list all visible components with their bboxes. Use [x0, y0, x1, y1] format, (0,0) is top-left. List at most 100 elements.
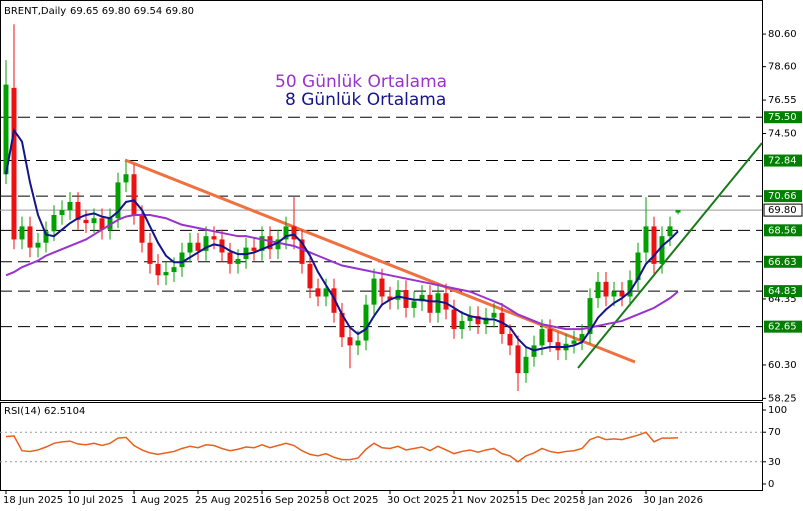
- candle-body: [579, 333, 585, 341]
- candle-body: [355, 340, 361, 346]
- candle-body: [179, 252, 185, 268]
- candle-body: [539, 329, 545, 346]
- candle-body: [507, 333, 513, 346]
- candle-body: [291, 226, 297, 240]
- candle-body: [19, 226, 25, 240]
- candle-body: [123, 174, 129, 183]
- last-price-label: 69.80: [768, 205, 797, 216]
- candle-body: [115, 182, 121, 219]
- candle-body: [171, 267, 177, 273]
- candle-body: [139, 214, 145, 243]
- candle-body: [451, 309, 457, 330]
- candle-body: [627, 280, 633, 297]
- candle-body: [411, 301, 417, 308]
- candle-body: [35, 242, 41, 248]
- candle-body: [363, 304, 369, 341]
- x-tick-label: 25 Aug 2025: [195, 495, 259, 506]
- candle-body: [155, 263, 161, 276]
- candle-body: [283, 226, 289, 240]
- y-tick-label: 60.30: [768, 360, 797, 371]
- y-tick-label: 58.25: [768, 393, 797, 404]
- candle-body: [331, 288, 337, 313]
- candle-body: [483, 317, 489, 325]
- legend-label: 50 Günlük Ortalama: [275, 72, 447, 92]
- y-tick-label: 80.60: [768, 29, 797, 40]
- candle-body: [75, 201, 81, 220]
- rsi-title: RSI(14) 62.5104: [4, 406, 85, 417]
- level-label: 70.66: [768, 191, 797, 202]
- candle-body: [3, 84, 9, 175]
- y-tick-label: 0: [768, 479, 774, 490]
- candle-body: [435, 293, 441, 313]
- candle-body: [467, 316, 473, 321]
- candle-body: [347, 337, 353, 346]
- level-label: 72.84: [768, 156, 797, 167]
- levels-layer: 80.60 78.60 76.55 74.50 64.35 60.30 58.25 75.50…: [0, 29, 803, 490]
- candle-body: [635, 252, 641, 281]
- y-tick-label: 64.35: [768, 294, 797, 305]
- candle-body: [227, 252, 233, 264]
- last-price-box: [763, 203, 803, 217]
- candle-body: [491, 312, 497, 318]
- candle-body: [475, 316, 481, 325]
- candle-body: [427, 294, 433, 313]
- x-tick-label: 30 Jan 2026: [643, 495, 703, 506]
- candle-body: [267, 236, 273, 250]
- level-label: 66.63: [768, 257, 797, 268]
- x-tick-label: 10 Jul 2025: [67, 495, 124, 506]
- candle-body: [163, 272, 169, 276]
- candle-body: [643, 226, 649, 253]
- candle-body: [27, 226, 33, 248]
- level-label: 62.65: [768, 322, 797, 333]
- level-box: [764, 285, 802, 298]
- candle-body: [323, 288, 329, 297]
- candle-body: [307, 263, 313, 289]
- y-tick-label: 74.50: [768, 128, 797, 139]
- x-tick-label: 15 Dec 2025: [515, 495, 579, 506]
- x-tick-label: 18 Jun 2025: [3, 495, 63, 506]
- candle-body: [43, 231, 49, 243]
- candle-body: [667, 226, 673, 237]
- candle-body: [211, 236, 217, 240]
- y-tick-label: 70: [768, 427, 781, 438]
- y-tick-label: 100: [768, 405, 787, 416]
- y-tick-label: 30: [768, 457, 781, 468]
- candle-body: [587, 298, 593, 334]
- candle-body: [611, 291, 617, 297]
- candle-body: [203, 236, 209, 251]
- candle-body: [235, 259, 241, 264]
- moving-average: [5, 213, 679, 331]
- candle-body: [419, 294, 425, 302]
- candle-body: [59, 210, 65, 215]
- candle-body: [275, 239, 281, 250]
- candle-body: [299, 239, 305, 264]
- x-tick-label: 1 Aug 2025: [131, 495, 189, 506]
- price-frame: [0, 0, 763, 401]
- candle-body: [523, 356, 529, 374]
- y-tick-label: 76.55: [768, 95, 797, 106]
- candle-body: [547, 329, 553, 343]
- candle-body: [83, 219, 89, 224]
- moving-average: [5, 127, 679, 352]
- level-label: 68.56: [768, 225, 797, 236]
- level-box: [764, 224, 802, 237]
- candle-body: [395, 289, 401, 300]
- candle-body: [603, 281, 609, 297]
- candle-body: [51, 214, 57, 232]
- level-box: [764, 190, 802, 203]
- candle-body: [99, 218, 105, 230]
- ohlc-header: 69.65 69.80 69.54 69.80: [70, 6, 194, 17]
- candle-body: [379, 278, 385, 297]
- level-label: 64.83: [768, 286, 797, 297]
- candle-body: [515, 345, 521, 374]
- candle-body: [147, 242, 153, 264]
- uptrend-line: [577, 142, 763, 369]
- candle-body: [651, 226, 657, 264]
- candle-body: [675, 210, 681, 213]
- candle-body: [459, 320, 465, 330]
- x-tick-label: 8 Oct 2025: [323, 495, 378, 506]
- candle-body: [187, 242, 193, 253]
- x-tick-label: 30 Oct 2025: [387, 495, 449, 506]
- x-tick-label: 8 Jan 2026: [579, 495, 633, 506]
